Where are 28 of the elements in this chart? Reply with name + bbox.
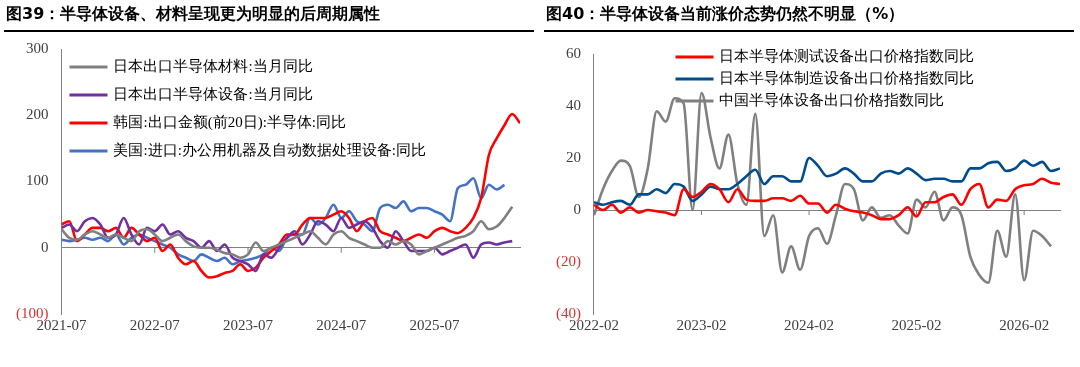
line-series xyxy=(593,177,1060,221)
y-tick-label: 300 xyxy=(25,39,49,56)
y-tick-label: 20 xyxy=(565,148,581,165)
y-tick-label: 100 xyxy=(25,172,49,189)
x-tick-label: 2025-02 xyxy=(891,316,942,333)
y-tick-label: 200 xyxy=(25,106,49,123)
x-tick-label: 2023-07 xyxy=(223,316,274,333)
legend-label: 日本出口半导体设备:当月同比 xyxy=(113,85,313,102)
x-tick-label: 2023-02 xyxy=(676,316,727,333)
chart-title: 图40：半导体设备当前涨价态势仍然不明显（%） xyxy=(544,0,1074,32)
legend-label: 日本半导体测试设备出口价格指数同比 xyxy=(719,47,975,64)
legend-label: 韩国:出口金额(前20日):半导体:同比 xyxy=(113,113,346,131)
y-tick-label: 40 xyxy=(565,96,581,113)
x-tick-label: 2025-07 xyxy=(409,316,461,333)
legend-label: 日本半导体制造设备出口价格指数同比 xyxy=(719,69,975,86)
x-tick-label: 2024-02 xyxy=(784,316,835,333)
chart-title: 图39：半导体设备、材料呈现更为明显的后周期属性 xyxy=(4,0,534,32)
x-tick-label: 2024-07 xyxy=(316,316,367,333)
legend-label: 日本出口半导体材料:当月同比 xyxy=(113,57,313,74)
x-tick-label: 2026-02 xyxy=(999,316,1050,333)
y-tick-label: (20) xyxy=(555,252,581,270)
x-tick-label: 2022-07 xyxy=(129,316,181,333)
y-tick-label: 0 xyxy=(40,238,49,255)
line-series xyxy=(593,156,1060,207)
y-tick-label: 0 xyxy=(573,200,581,217)
legend-label: 美国:进口:办公用机器及自动数据处理设备:同比 xyxy=(113,141,427,158)
legend-label: 中国半导体设备出口价格指数同比 xyxy=(719,91,945,108)
y-tick-label: 60 xyxy=(565,44,581,61)
